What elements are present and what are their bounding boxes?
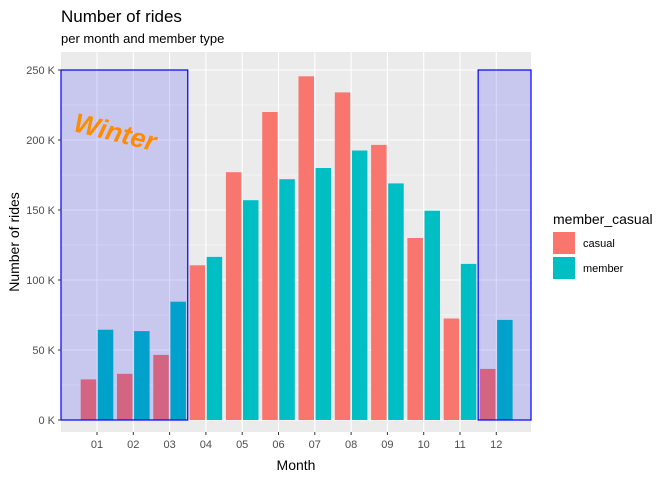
bar-casual-09 [371, 144, 387, 420]
bar-casual-11 [443, 318, 460, 420]
x-tick-label: 03 [163, 439, 175, 451]
x-axis-ticks: 01 02 03 04 05 06 07 08 09 10 11 12 [91, 432, 502, 451]
bar-member-08 [351, 150, 368, 420]
legend-title: member_casual [553, 211, 653, 227]
bar-casual-10 [407, 238, 423, 420]
legend-label-casual: casual [583, 238, 615, 250]
bar-member-09 [388, 183, 404, 420]
x-axis-title: Month [277, 457, 316, 473]
bar-member-01 [97, 329, 114, 420]
bar-casual-07 [298, 76, 314, 421]
y-tick-label: 0 K [38, 415, 55, 427]
y-axis-title: Number of rides [6, 192, 22, 292]
chart-title: Number of rides [61, 7, 182, 26]
bar-member-05 [243, 200, 259, 420]
highlight-band-0 [60, 69, 189, 421]
y-axis-ticks: 0 K 50 K 100 K 150 K 200 K 250 K [26, 65, 61, 427]
x-tick-label: 12 [490, 439, 502, 451]
x-tick-label: 07 [309, 439, 321, 451]
bar-member-07 [315, 168, 332, 420]
bar-member-02 [134, 331, 150, 420]
x-tick-label: 01 [91, 439, 103, 451]
x-tick-label: 10 [418, 439, 430, 451]
y-tick-label: 250 K [26, 65, 55, 77]
bar-member-11 [460, 263, 477, 420]
x-tick-label: 06 [272, 439, 284, 451]
bar-casual-05 [225, 172, 242, 420]
legend-swatch-casual [553, 232, 575, 254]
x-tick-label: 04 [200, 439, 212, 451]
bar-casual-03 [153, 354, 169, 420]
x-tick-label: 08 [345, 439, 357, 451]
legend-swatch-member [553, 257, 575, 279]
bar-casual-01 [80, 379, 97, 420]
x-tick-label: 11 [454, 439, 465, 451]
x-tick-label: 02 [127, 439, 139, 451]
legend: member_casual casual member [553, 211, 653, 279]
x-tick-label: 05 [236, 439, 248, 451]
bar-member-06 [279, 179, 295, 420]
bar-member-04 [206, 256, 223, 420]
grid-lines [61, 52, 531, 432]
highlight-band-1 [477, 69, 532, 421]
winter-highlights [60, 69, 532, 421]
bar-casual-06 [262, 112, 278, 420]
bar-member-03 [170, 301, 186, 420]
y-tick-label: 200 K [26, 135, 55, 147]
bar-group [80, 76, 513, 421]
legend-label-member: member [583, 263, 624, 275]
bar-member-10 [424, 210, 440, 420]
x-tick-label: 09 [381, 439, 393, 451]
bar-casual-02 [117, 373, 133, 420]
bar-casual-04 [189, 265, 206, 420]
chart-subtitle: per month and member type [61, 31, 224, 46]
y-tick-label: 50 K [32, 345, 55, 357]
y-tick-label: 100 K [26, 275, 55, 287]
bar-casual-08 [334, 92, 351, 421]
y-tick-label: 150 K [26, 205, 55, 217]
bar-member-12 [497, 319, 513, 420]
bar-casual-12 [480, 368, 496, 420]
